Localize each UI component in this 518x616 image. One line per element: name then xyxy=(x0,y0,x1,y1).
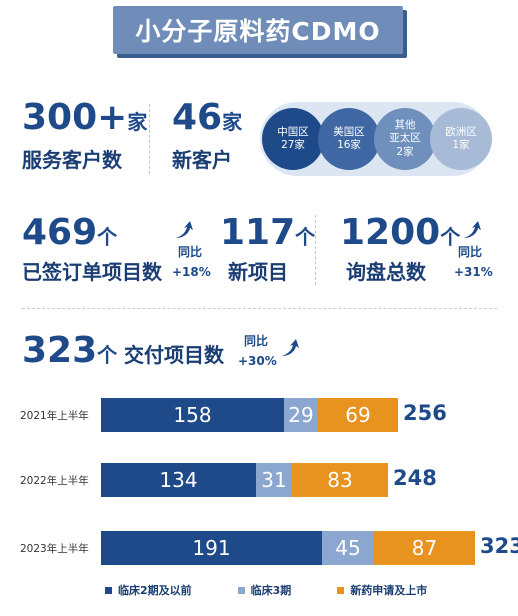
legend-swatch xyxy=(105,586,112,594)
bar-segment: 134 xyxy=(101,463,256,497)
delivered-projects-chart: 2021年上半年 158 29 69 256 2022年上半年 134 31 83 248 2023… xyxy=(0,390,518,570)
bar-segment: 45 xyxy=(322,531,374,565)
new-customers-label: 新客户 xyxy=(172,148,232,172)
bar-segment: 69 xyxy=(318,398,398,432)
region-other-apac-name-2: 亚太区 xyxy=(389,132,421,145)
region-europe-count: 1家 xyxy=(452,139,470,151)
delivered-yoy-value: +30% xyxy=(238,354,277,368)
signed-projects-unit: 个 xyxy=(97,225,118,249)
region-china: 中国区 27家 xyxy=(262,108,324,170)
new-projects-value: 117 xyxy=(220,212,296,253)
chart-legend: 临床2期及以前 临床3期 新药申请及上市 xyxy=(105,581,505,599)
delivered-label: 交付项目数 xyxy=(124,343,224,367)
new-customers-unit: 家 xyxy=(222,110,243,134)
customers-unit: 家 xyxy=(127,110,148,134)
bar-segment: 158 xyxy=(101,398,284,432)
new-projects-label: 新项目 xyxy=(228,260,288,284)
up-arrow-icon xyxy=(464,221,481,238)
delivered-stat: 323个 xyxy=(22,333,117,369)
title-banner xyxy=(113,6,403,54)
region-china-name: 中国区 xyxy=(277,125,309,138)
category-label: 2021年上半年 xyxy=(20,410,89,422)
up-arrow-icon xyxy=(282,339,299,356)
inquiries-unit: 个 xyxy=(440,225,461,249)
divider xyxy=(315,215,316,285)
bar-segment: 29 xyxy=(284,398,318,432)
signed-projects-stat: 469个 xyxy=(22,215,117,251)
signed-projects-label: 已签订单项目数 xyxy=(22,260,162,284)
new-customers-stat: 46家 xyxy=(172,100,242,136)
region-other-apac-name-1: 其他 xyxy=(394,119,416,132)
region-europe-name: 欧洲区 xyxy=(445,125,477,138)
new-customers-value: 46 xyxy=(172,97,223,138)
section-divider xyxy=(22,308,497,309)
customers-value: 300+ xyxy=(22,97,128,138)
region-us-count: 16家 xyxy=(337,139,361,151)
total-label: 248 xyxy=(393,466,437,490)
total-label: 323 xyxy=(480,534,518,558)
region-other-apac-count: 2家 xyxy=(396,145,414,158)
region-breakdown: 中国区 27家 美国区 16家 其他 亚太区 2家 欧洲区 1家 xyxy=(256,102,496,182)
delivered-unit: 个 xyxy=(97,343,118,367)
category-label: 2023年上半年 xyxy=(20,543,89,555)
total-label: 256 xyxy=(403,401,447,425)
region-us: 美国区 16家 xyxy=(318,108,380,170)
legend-label: 新药申请及上市 xyxy=(350,584,428,597)
legend-swatch xyxy=(237,586,245,594)
legend-item: 临床3期 xyxy=(237,581,292,599)
legend-label: 临床3期 xyxy=(250,584,292,597)
new-projects-unit: 个 xyxy=(295,225,316,249)
signed-projects-yoy-value: +18% xyxy=(172,265,211,279)
legend-label: 临床2期及以前 xyxy=(118,584,192,597)
inquiries-yoy-value: +31% xyxy=(454,265,493,279)
bar-segment: 87 xyxy=(374,531,475,565)
page-title: 小分子原料药CDMO xyxy=(135,17,381,46)
region-europe: 欧洲区 1家 xyxy=(430,108,492,170)
delivered-yoy-label: 同比 xyxy=(244,334,269,348)
inquiries-label: 询盘总数 xyxy=(346,260,426,284)
inquiries-value: 1200 xyxy=(340,212,441,253)
customers-label: 服务客户数 xyxy=(22,148,122,172)
inquiries-yoy-label: 同比 xyxy=(458,245,483,259)
category-label: 2022年上半年 xyxy=(20,475,89,487)
signed-projects-value: 469 xyxy=(22,212,98,253)
signed-projects-yoy-label: 同比 xyxy=(178,245,203,259)
legend-item: 临床2期及以前 xyxy=(105,581,192,599)
inquiries-stat: 1200个 xyxy=(340,215,460,251)
customers-stat: 300+家 xyxy=(22,100,147,136)
bar-segment: 31 xyxy=(256,463,292,497)
region-china-count: 27家 xyxy=(281,139,305,151)
region-other-apac: 其他 亚太区 2家 xyxy=(374,108,436,170)
delivered-value: 323 xyxy=(22,330,98,371)
region-us-name: 美国区 xyxy=(333,125,365,138)
legend-swatch xyxy=(337,586,345,594)
new-projects-stat: 117个 xyxy=(220,215,315,251)
divider xyxy=(149,104,150,174)
bar-segment: 83 xyxy=(292,463,388,497)
bar-segment: 191 xyxy=(101,531,322,565)
up-arrow-icon xyxy=(176,221,193,238)
legend-item: 新药申请及上市 xyxy=(337,581,427,599)
